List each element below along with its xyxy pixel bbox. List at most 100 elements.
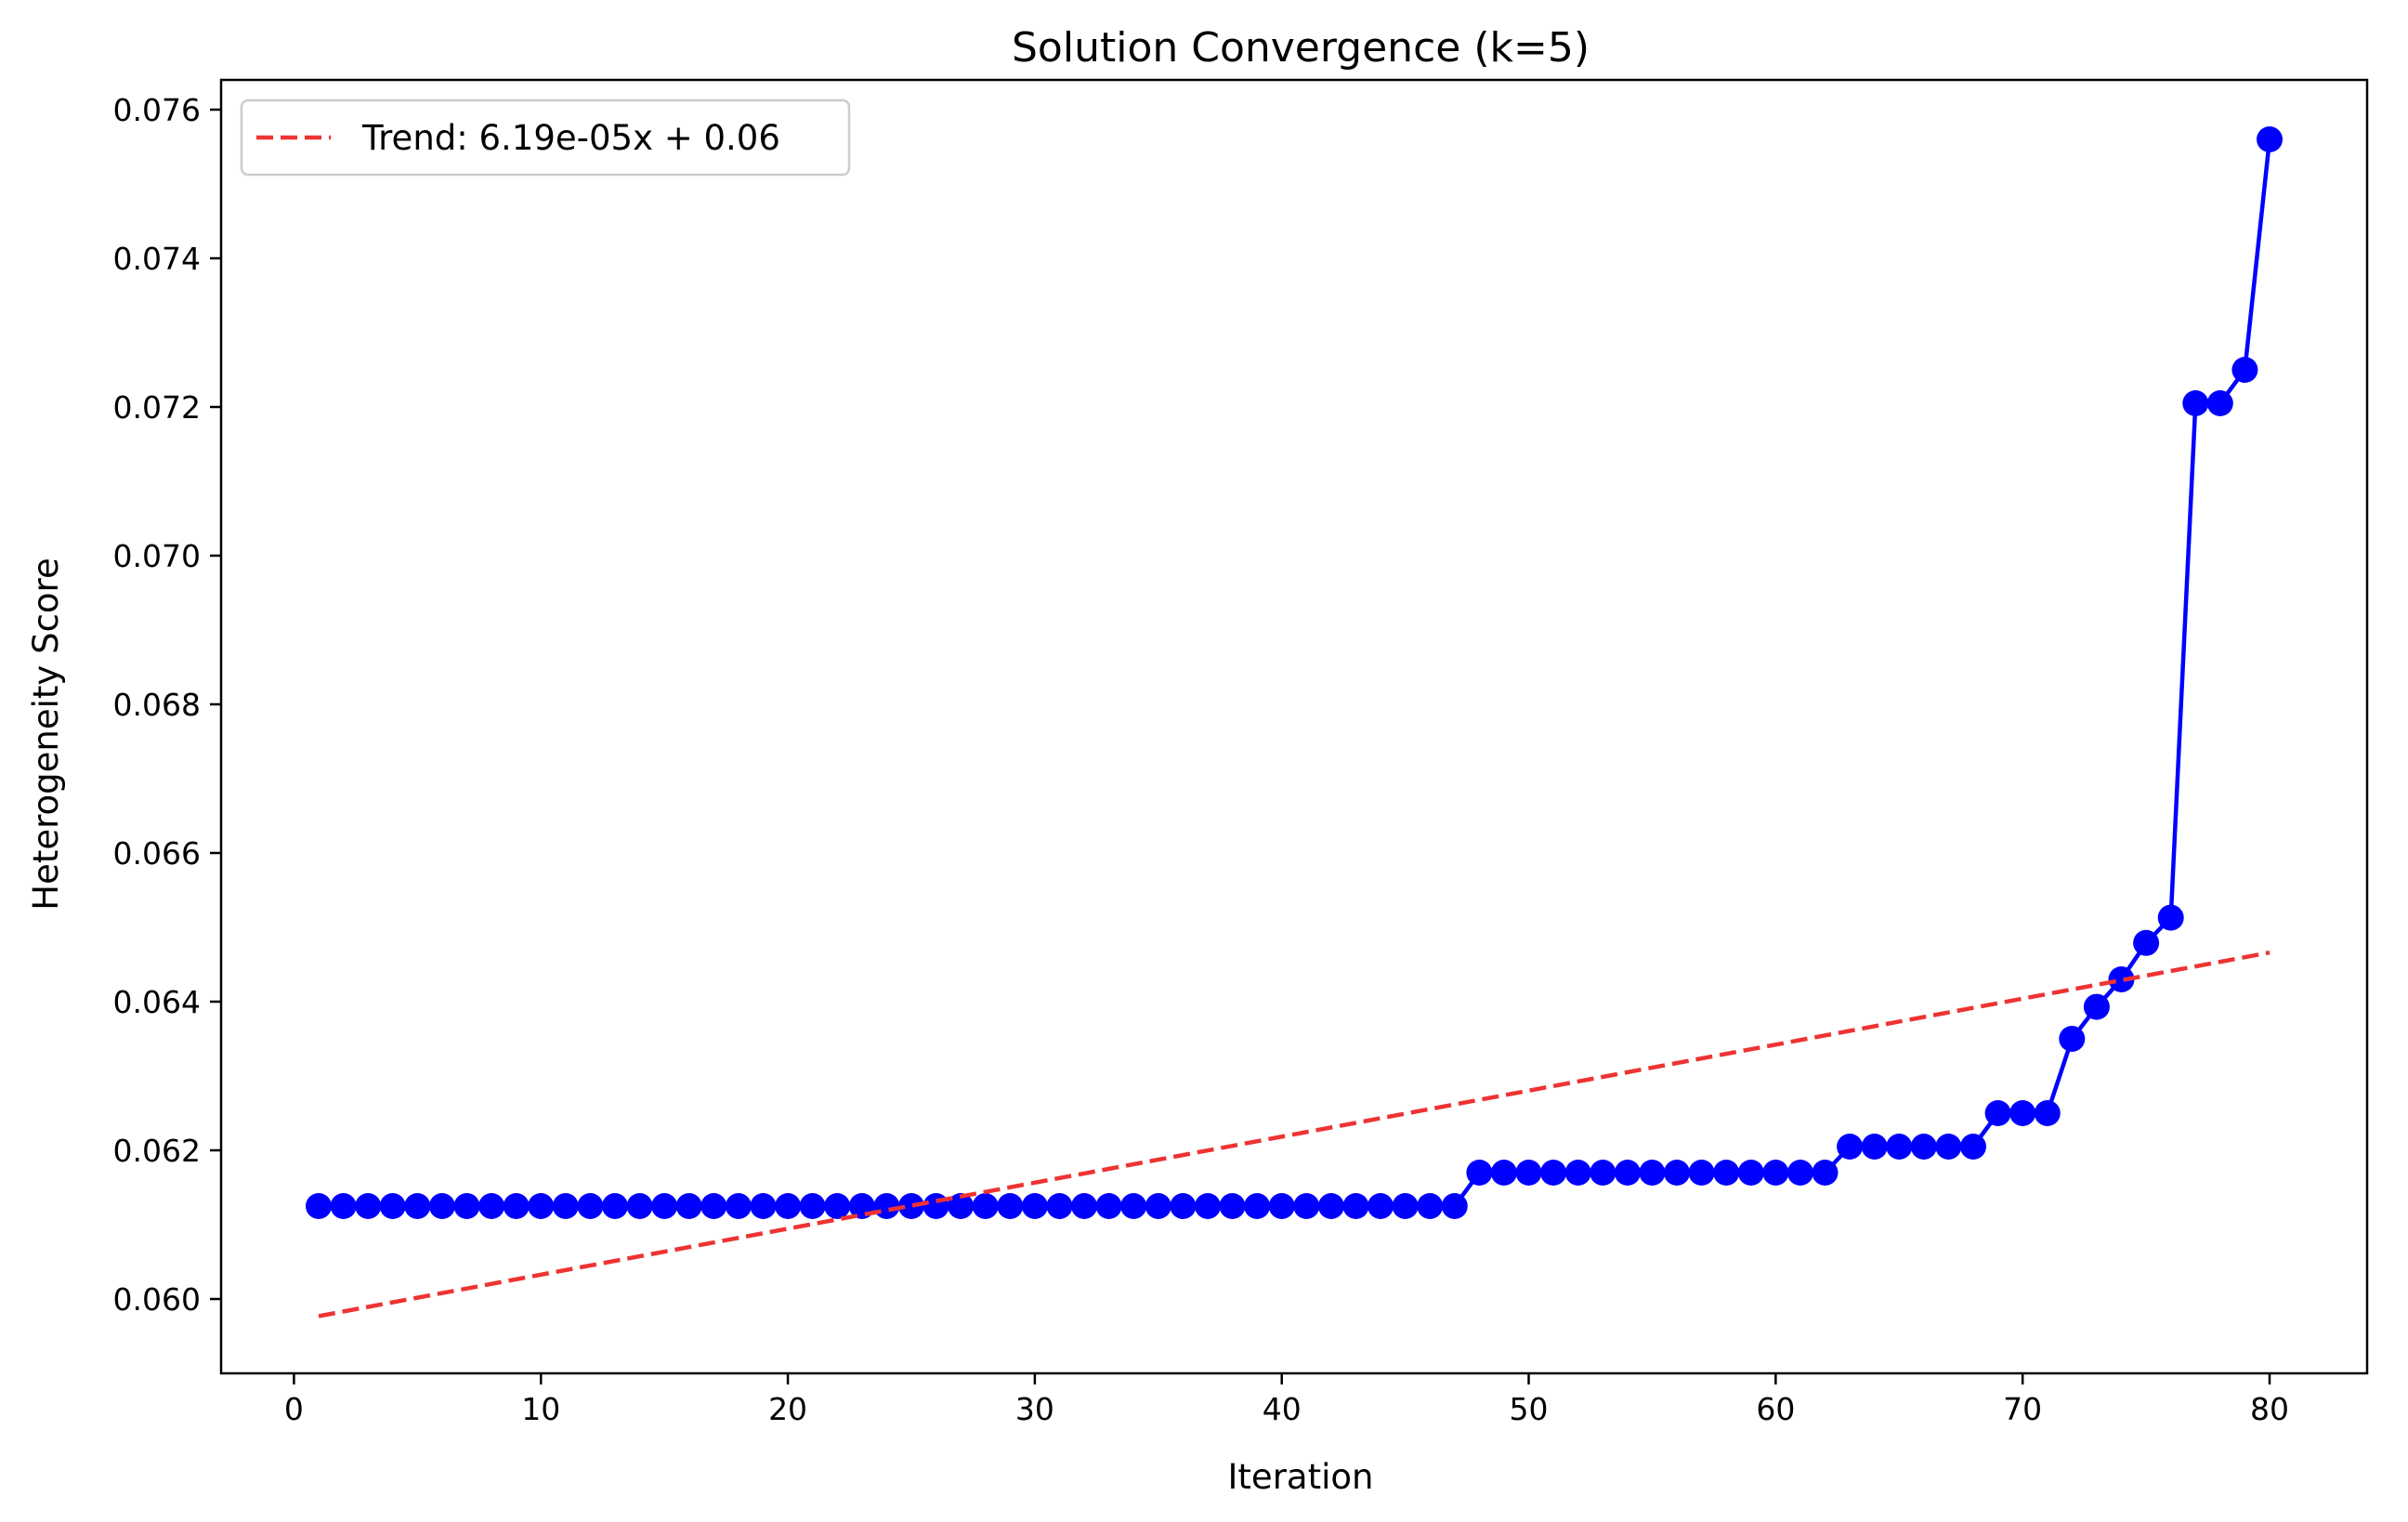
y-tick-label: 0.062 [113,1133,201,1169]
data-point [1886,1134,1913,1160]
data-point [725,1193,752,1219]
data-point [404,1193,431,1219]
data-point [2231,357,2258,383]
data-point [306,1193,332,1219]
data-point [2182,390,2209,416]
y-axis-ticks: 0.060 0.062 0.064 0.066 0.068 0.070 0.072 0.074… [113,92,221,1318]
y-tick-label: 0.068 [113,687,201,723]
data-point [1639,1160,1666,1186]
data-point [2034,1100,2061,1126]
data-point [1837,1134,1864,1160]
data-point [972,1193,999,1219]
y-tick-label: 0.064 [113,984,201,1020]
y-tick-label: 0.076 [113,92,201,128]
data-point [675,1193,702,1219]
data-point [1021,1193,1048,1219]
data-point [528,1193,555,1219]
data-point [1342,1193,1369,1219]
data-point [1071,1193,1098,1219]
data-point [1861,1134,1888,1160]
data-point [1540,1160,1567,1186]
data-point [997,1193,1024,1219]
x-tick-label: 30 [1015,1391,1054,1427]
data-point [1490,1160,1517,1186]
data-point [2133,929,2160,956]
x-tick-label: 10 [521,1391,560,1427]
data-point [2206,390,2233,416]
y-tick-label: 0.074 [113,241,201,277]
data-point [1786,1160,1813,1186]
data-point [626,1193,653,1219]
x-tick-label: 50 [1510,1391,1549,1427]
y-tick-label: 0.072 [113,389,201,426]
data-point [1515,1160,1542,1186]
data-point [478,1193,505,1219]
data-point [1417,1193,1444,1219]
x-tick-label: 40 [1263,1391,1302,1427]
y-tick-label: 0.060 [113,1281,201,1318]
trend-line [318,950,2271,1319]
y-tick-label: 0.070 [113,538,201,574]
data-point [1046,1193,1073,1219]
data-point [379,1193,406,1219]
data-point [873,1193,900,1219]
data-point [1910,1134,1937,1160]
x-tick-label: 70 [2003,1391,2042,1427]
data-point [1713,1160,1740,1186]
data-point [2157,904,2184,931]
data-point [552,1193,579,1219]
data-point [750,1193,777,1219]
data-point [577,1193,604,1219]
data-point [1368,1193,1394,1219]
legend: Trend: 6.19e-05x + 0.06 [240,98,851,177]
data-point [1664,1160,1690,1186]
data-point [923,1193,949,1219]
legend-box [240,98,851,177]
data-point [1145,1193,1171,1219]
data-point [2059,1026,2086,1052]
data-point [775,1193,802,1219]
data-point [651,1193,678,1219]
axes-frame [219,78,2369,1375]
x-axis-label: Iteration [1228,1457,1374,1497]
data-point [2009,1100,2036,1126]
data-point [428,1193,455,1219]
plot-area [219,78,2369,1375]
data-point [1984,1100,2011,1126]
data-point [700,1193,727,1219]
data-point [602,1193,628,1219]
data-point [453,1193,480,1219]
data-point [503,1193,530,1219]
data-point [2108,966,2135,992]
data-point [2257,126,2283,152]
x-tick-label: 80 [2250,1391,2289,1427]
data-point [1466,1160,1493,1186]
data-point [898,1193,924,1219]
data-point [1812,1160,1839,1186]
data-point [948,1193,975,1219]
data-point [1317,1193,1344,1219]
data-point [1564,1160,1591,1186]
data-point [1219,1193,1246,1219]
data-point [2083,993,2110,1020]
data-point [330,1193,357,1219]
data-point [824,1193,851,1219]
x-tick-label: 60 [1756,1391,1795,1427]
legend-label-trend: Trend: 6.19e-05x + 0.06 [361,118,780,158]
data-point [1244,1193,1271,1219]
y-tick-label: 0.066 [113,835,201,872]
x-tick-label: 0 [284,1391,304,1427]
data-point [1762,1160,1789,1186]
data-point [1170,1193,1197,1219]
chart-title: Solution Convergence (k=5) [1012,24,1590,72]
data-point [355,1193,382,1219]
data-point [1441,1193,1468,1219]
data-point [1268,1193,1295,1219]
data-point [1614,1160,1641,1186]
data-point [799,1193,826,1219]
data-point [1935,1134,1962,1160]
data-point [1737,1160,1764,1186]
data-point [1120,1193,1147,1219]
